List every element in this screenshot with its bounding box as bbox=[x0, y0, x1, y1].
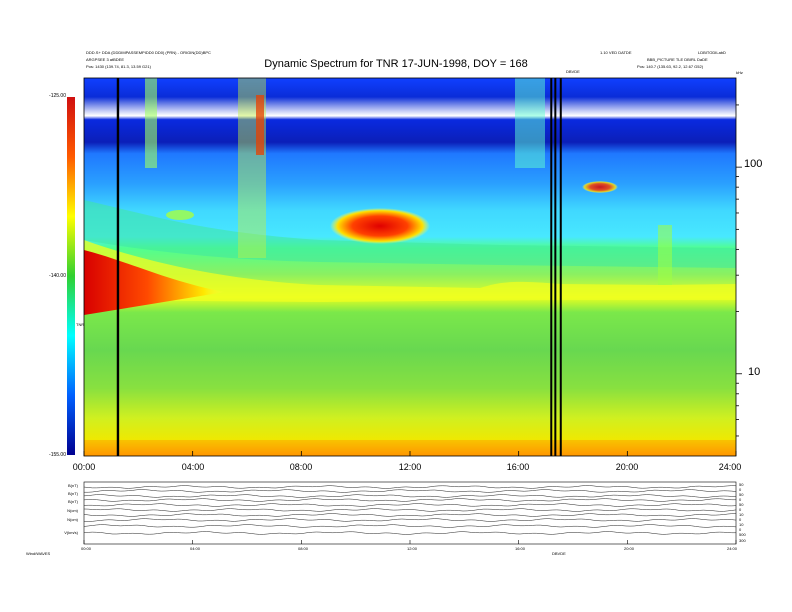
header-right-line2: LDBITODILabD bbox=[698, 50, 726, 55]
lower-trace bbox=[83, 485, 737, 489]
lower-right-label-7: 10 bbox=[739, 512, 744, 517]
lower-right-label-11: 500 bbox=[739, 532, 746, 537]
lower-trace bbox=[84, 489, 737, 493]
event-label: DBVDE bbox=[566, 69, 580, 74]
lower-right-label-1: 50 bbox=[739, 482, 744, 487]
lower-x-tick-0: 00:00 bbox=[80, 546, 91, 551]
right-tick-100: 100 bbox=[744, 158, 763, 170]
lower-x-tick-6: 24:00 bbox=[726, 546, 737, 551]
lower-panel-frame bbox=[83, 481, 737, 545]
lower-x-tick-1: 04:00 bbox=[189, 546, 200, 551]
lower-x-tick-3: 12:00 bbox=[406, 546, 417, 551]
plot-frame bbox=[83, 77, 737, 457]
lower-label-2: B(nT) bbox=[68, 491, 78, 496]
x-tick-2400: 24:00 bbox=[718, 462, 742, 472]
chart-title: Dynamic Spectrum for TNR 17-JUN-1998, DO… bbox=[264, 58, 528, 70]
lower-label-3: B(nT) bbox=[68, 499, 78, 504]
lower-x-tick-2: 08:00 bbox=[297, 546, 308, 551]
header-right-line4: Pos: 140.7 (135.63, 92.2, 12.67 G52) bbox=[637, 64, 704, 69]
header-right-line3: BBB_PICTURE TLE DBIRL DaDE bbox=[647, 57, 708, 62]
lower-panel-traces bbox=[83, 485, 737, 535]
colorbar bbox=[67, 97, 75, 455]
lower-right-label-3: 50 bbox=[739, 492, 744, 497]
y-unit-label: kHz bbox=[736, 70, 743, 75]
lower-trace bbox=[83, 503, 737, 507]
header-right-line1: 1.10 VED DATDE bbox=[600, 50, 632, 55]
spectrogram-image bbox=[84, 78, 736, 456]
x-tick-0800: 08:00 bbox=[289, 462, 313, 472]
footer-mid: DBVDE bbox=[552, 551, 566, 556]
x-tick-0000: 00:00 bbox=[72, 462, 96, 472]
lower-right-label-5: 50 bbox=[739, 502, 744, 507]
lower-x-tick-4: 16:00 bbox=[514, 546, 525, 551]
header-left-line2: ARGPSEE 3 atBDEE bbox=[86, 57, 125, 62]
colorbar-label: TNR bbox=[76, 322, 85, 327]
x-tick-1200: 12:00 bbox=[398, 462, 422, 472]
lower-right-label-6: 0 bbox=[739, 507, 742, 512]
x-tick-0400: 04:00 bbox=[181, 462, 205, 472]
right-tick-10: 10 bbox=[748, 366, 761, 378]
lower-trace bbox=[83, 513, 737, 517]
lower-right-label-10: 0 bbox=[739, 527, 742, 532]
lower-right-label-8: 0 bbox=[739, 517, 742, 522]
lower-right-label-2: 0 bbox=[739, 487, 742, 492]
colorbar-tick-mid: -140.00 bbox=[49, 273, 66, 279]
lower-label-4: N(cm) bbox=[67, 508, 78, 513]
lower-label-5: N(cm) bbox=[67, 517, 78, 522]
lower-right-label-9: 10 bbox=[739, 522, 744, 527]
lower-trace bbox=[83, 518, 737, 522]
lower-trace bbox=[83, 531, 736, 535]
lower-trace bbox=[83, 508, 737, 512]
lower-right-label-12: 300 bbox=[739, 538, 746, 543]
lower-trace bbox=[83, 494, 737, 498]
header-left-line1: DDD.S+ DDA (DDDIMPASSEMPIDD0 DD0) (PRN) … bbox=[86, 50, 211, 55]
lower-label-6: V(km/s) bbox=[64, 530, 78, 535]
x-tick-1600: 16:00 bbox=[506, 462, 530, 472]
x-tick-2000: 20:00 bbox=[615, 462, 639, 472]
colorbar-tick-top: -125.00 bbox=[49, 93, 66, 99]
colorbar-tick-bottom: -155.00 bbox=[49, 452, 66, 458]
lower-x-tick-5: 20:00 bbox=[623, 546, 634, 551]
header-left-line3: Pos: 1430 (139.74, 81.3, 13.59 G21) bbox=[86, 64, 151, 69]
marker-lines bbox=[116, 78, 562, 456]
footer-left: Wind/WAVES bbox=[26, 551, 51, 556]
lower-trace bbox=[83, 498, 736, 502]
lower-label-1: B(nT) bbox=[68, 483, 78, 488]
lower-trace bbox=[83, 524, 737, 528]
right-axis-ticks bbox=[736, 104, 742, 437]
lower-right-label-4: 0 bbox=[739, 497, 742, 502]
